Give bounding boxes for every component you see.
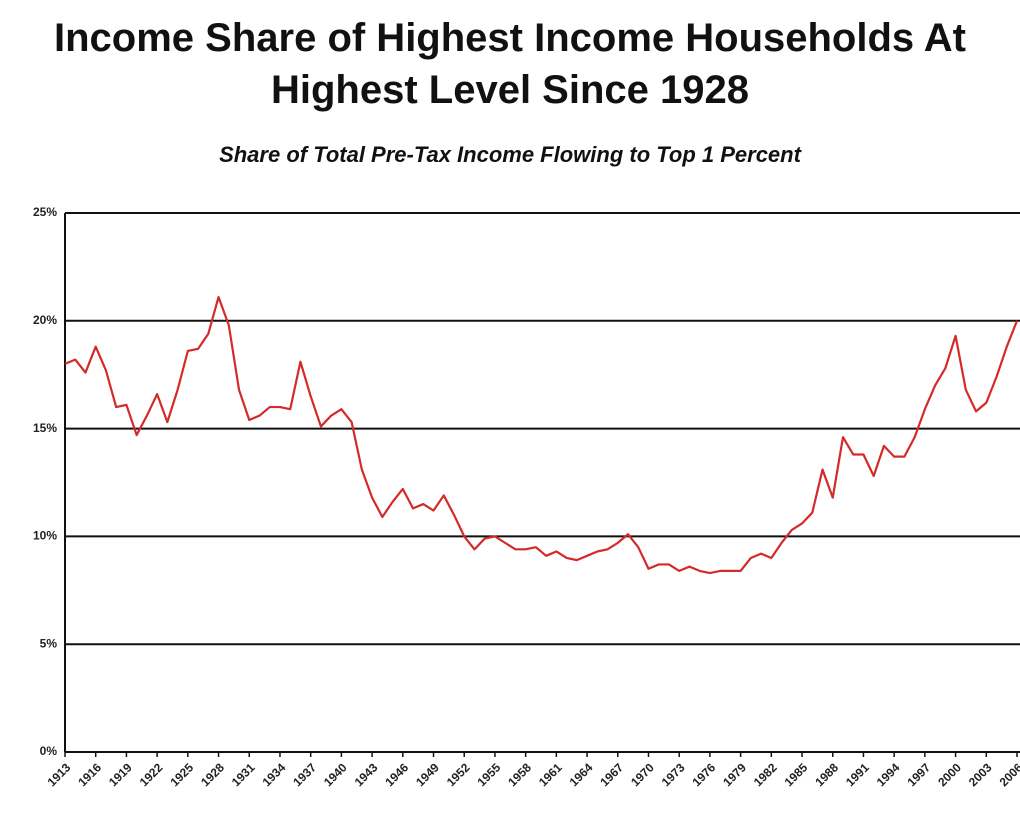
x-tick-label: 1928 bbox=[198, 760, 227, 789]
x-tick-label: 1916 bbox=[75, 760, 104, 789]
chart-title: Income Share of Highest Income Household… bbox=[54, 16, 966, 112]
x-tick-label: 1982 bbox=[751, 760, 780, 789]
x-tick-label: 2000 bbox=[935, 760, 964, 789]
x-tick-label: 1979 bbox=[720, 760, 749, 789]
y-tick-label: 15% bbox=[33, 421, 57, 435]
x-tick-label: 1943 bbox=[352, 760, 381, 789]
x-tick-label: 1934 bbox=[260, 760, 289, 789]
line bbox=[64, 295, 1019, 575]
x-tick-label: 1973 bbox=[659, 760, 688, 789]
x-tick-label: 1919 bbox=[106, 760, 135, 789]
x-tick-label: 1988 bbox=[812, 760, 841, 789]
x-tick-label: 1925 bbox=[167, 760, 196, 789]
x-tick-label: 1991 bbox=[843, 760, 872, 789]
x-tick-label: 1946 bbox=[382, 760, 411, 789]
x-tick-label: 1997 bbox=[904, 760, 933, 789]
x-tick-label: 1961 bbox=[536, 760, 565, 789]
x-tick-label: 1970 bbox=[628, 760, 657, 789]
x-tick-label: 1952 bbox=[444, 760, 473, 789]
x-tick-label: 1967 bbox=[597, 760, 626, 789]
x-tick-label: 2003 bbox=[966, 760, 995, 789]
x-tick-label: 1931 bbox=[229, 760, 258, 789]
x-tick-label: 1958 bbox=[505, 760, 534, 789]
chart-subtitle: Share of Total Pre-Tax Income Flowing to… bbox=[219, 142, 801, 167]
y-tick-label: 25% bbox=[33, 205, 57, 219]
x-tick-label: 1964 bbox=[567, 760, 596, 789]
x-tick-label: 1949 bbox=[413, 760, 442, 789]
x-tick-label: 1985 bbox=[782, 760, 811, 789]
x-tick-label: 1937 bbox=[290, 760, 319, 789]
x-tick-label: 1922 bbox=[137, 760, 166, 789]
x-tick-label: 1955 bbox=[475, 760, 504, 789]
y-tick-label: 20% bbox=[33, 313, 57, 327]
x-tick-label: 1976 bbox=[689, 760, 718, 789]
x-tick-label: 1940 bbox=[321, 760, 350, 789]
y-tick-label: 5% bbox=[40, 636, 58, 650]
x-tick-label: 1994 bbox=[874, 760, 903, 789]
y-tick-label: 10% bbox=[33, 529, 57, 543]
x-tick-label: 1913 bbox=[45, 760, 74, 789]
x-tick-label: 2006 bbox=[997, 760, 1020, 789]
y-tick-label: 0% bbox=[40, 744, 58, 758]
